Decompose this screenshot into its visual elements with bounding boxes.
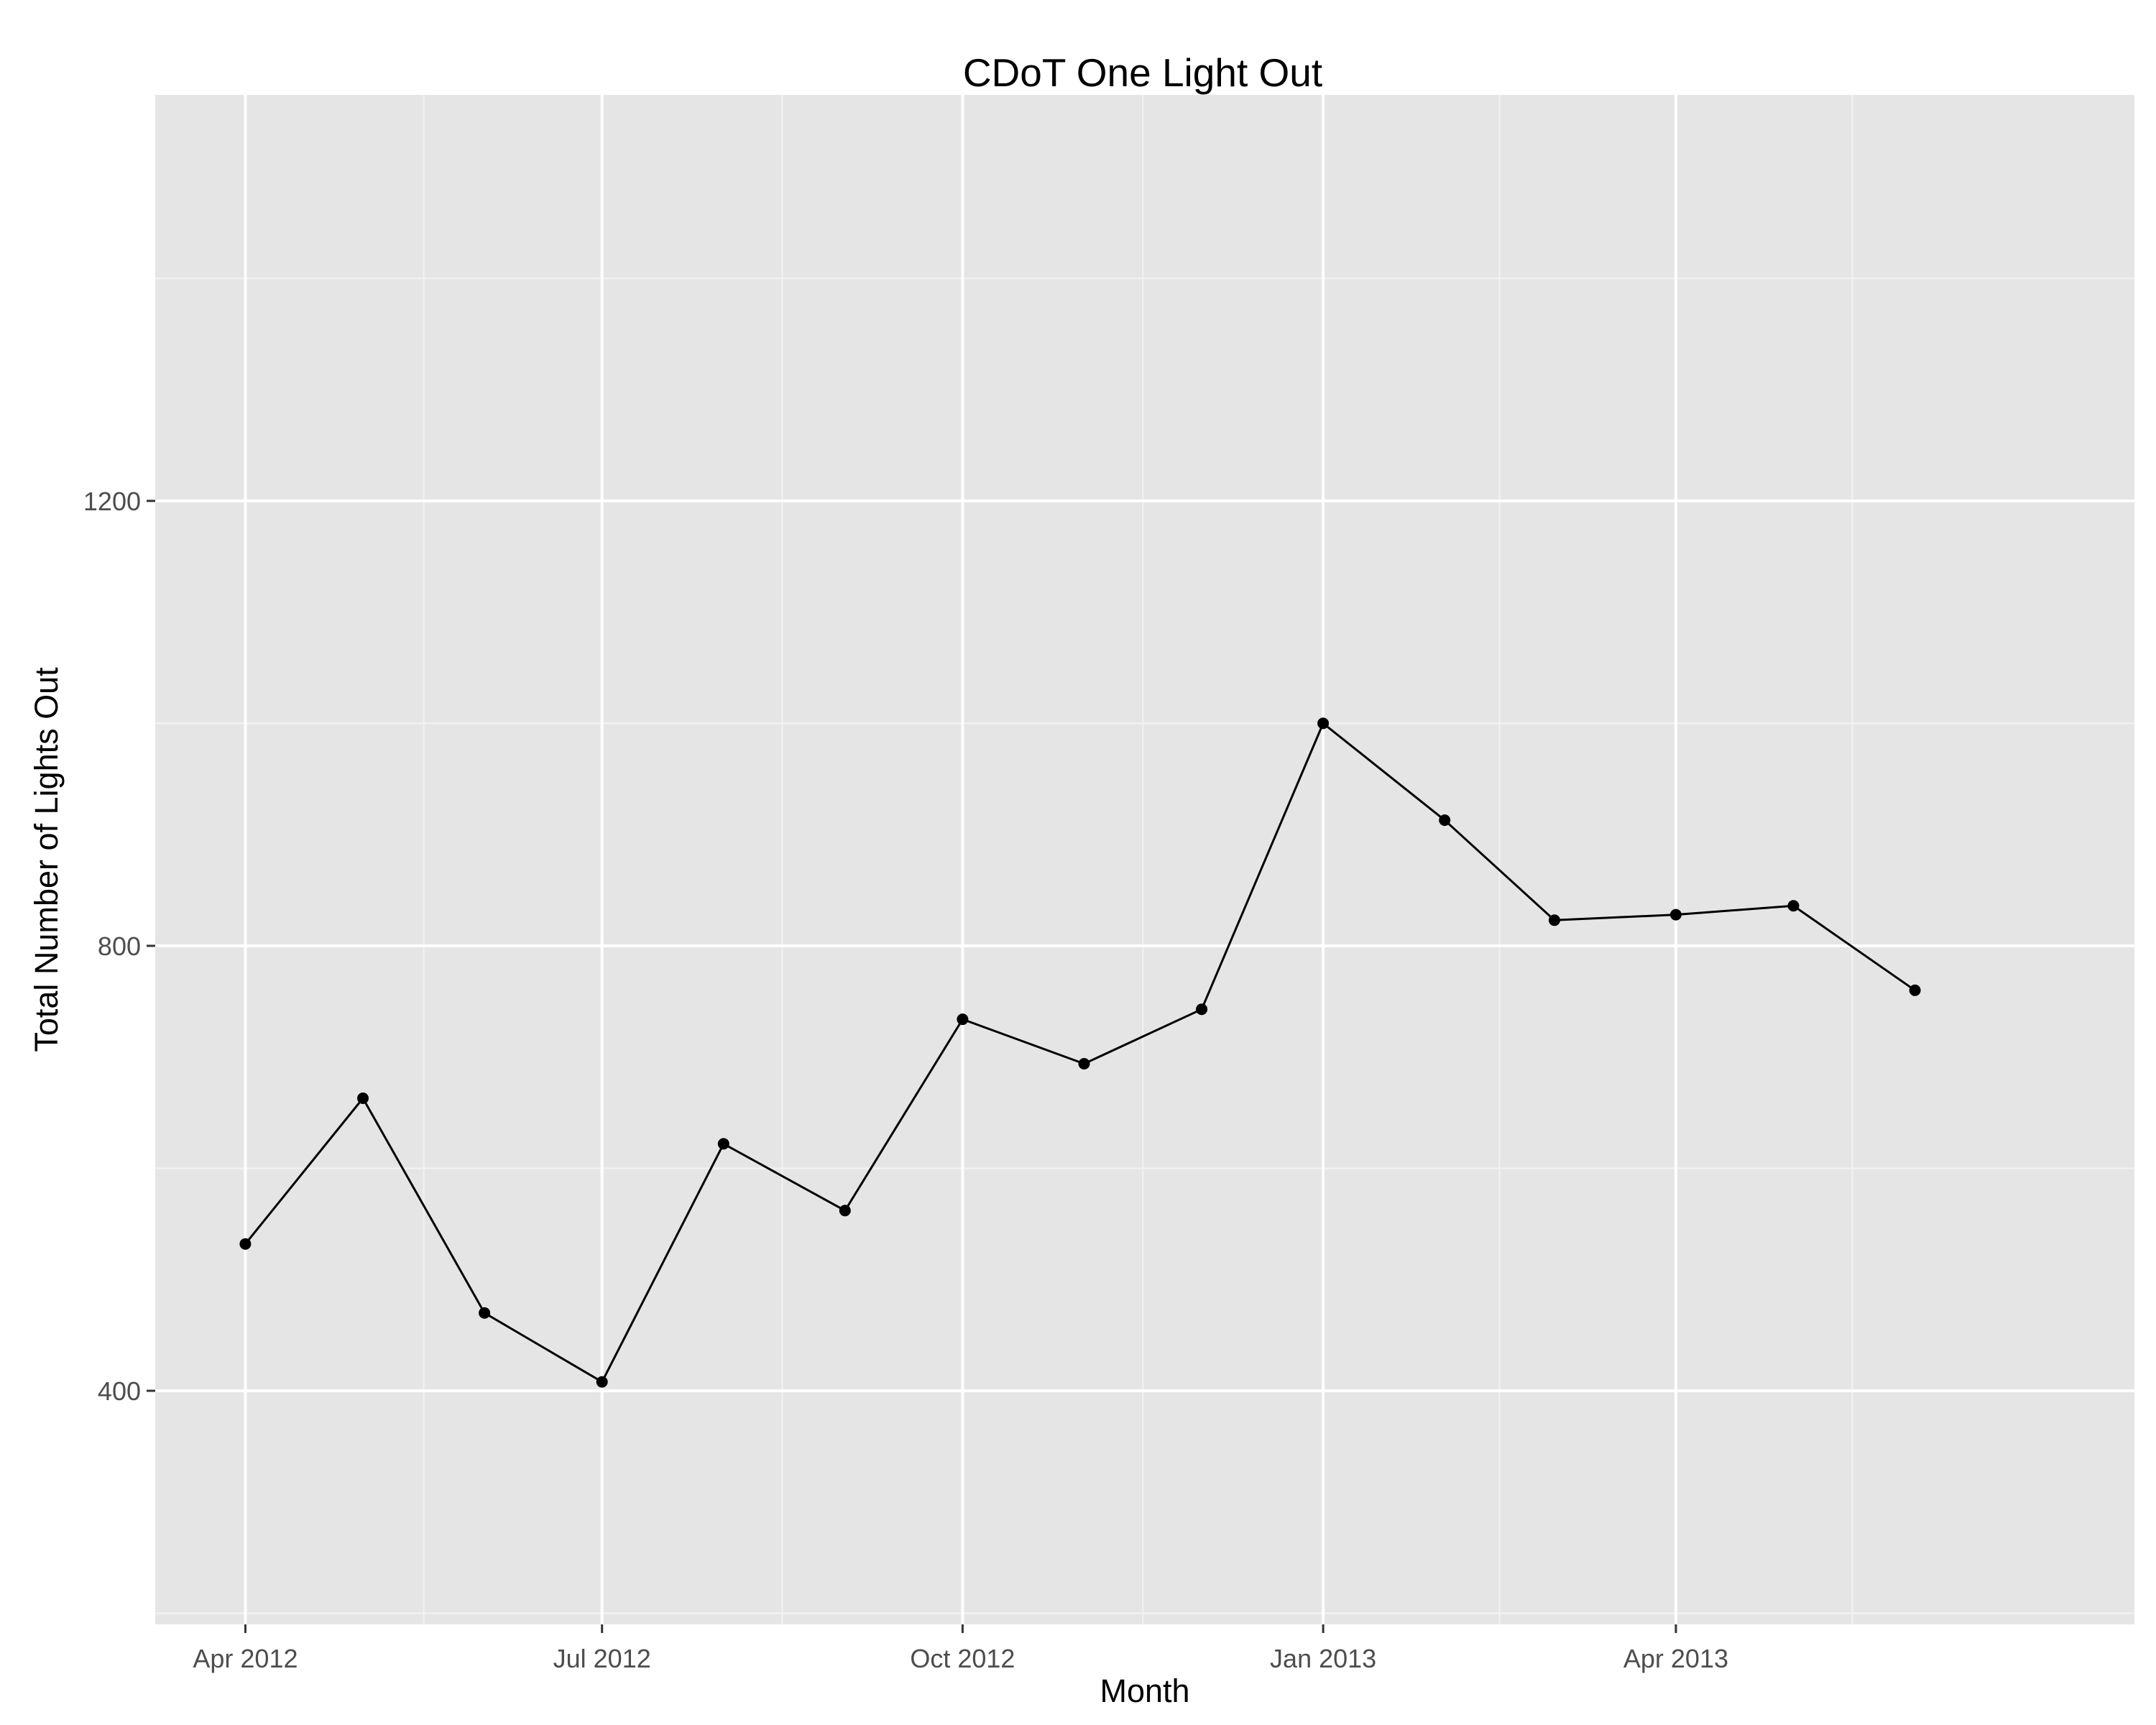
data-point-2013-05-01 bbox=[1787, 900, 1800, 912]
y-tick-label-800: 800 bbox=[98, 932, 141, 961]
axis-ticks bbox=[147, 500, 1677, 1633]
data-point-2012-08-01 bbox=[717, 1138, 729, 1150]
y-tick-label-400: 400 bbox=[98, 1376, 141, 1406]
major-gridlines bbox=[155, 95, 2134, 1624]
data-point-2013-04-01 bbox=[1669, 908, 1682, 921]
x-tick-label-apr-2012: Apr 2012 bbox=[193, 1644, 298, 1673]
data-point-2012-05-01 bbox=[357, 1092, 369, 1104]
data-point-2012-11-01 bbox=[1078, 1058, 1090, 1070]
x-tick-label-jul-2012: Jul 2012 bbox=[553, 1644, 651, 1673]
x-tick-label-oct-2012: Oct 2012 bbox=[910, 1644, 1015, 1673]
y-tick-label-1200: 1200 bbox=[83, 487, 141, 516]
x-axis-title: Month bbox=[1100, 1673, 1189, 1709]
series-layer bbox=[239, 717, 1921, 1388]
data-point-2013-02-01 bbox=[1439, 814, 1451, 827]
data-point-2012-06-01 bbox=[479, 1307, 491, 1319]
x-tick-label-jan-2013: Jan 2013 bbox=[1270, 1644, 1376, 1673]
data-point-2013-03-01 bbox=[1548, 914, 1560, 926]
data-point-2012-10-01 bbox=[957, 1013, 969, 1026]
data-point-2013-01-01 bbox=[1317, 717, 1330, 730]
minor-gridlines bbox=[155, 95, 2134, 1624]
data-point-2012-04-01 bbox=[239, 1238, 252, 1250]
y-axis-title: Total Number of Lights Out bbox=[28, 667, 65, 1052]
data-point-2013-06-01 bbox=[1909, 984, 1921, 996]
x-tick-label-apr-2013: Apr 2013 bbox=[1623, 1644, 1728, 1673]
data-point-2012-12-01 bbox=[1196, 1003, 1208, 1016]
y-tick-labels: 400 800 1200 bbox=[83, 487, 141, 1406]
plot-panel bbox=[155, 95, 2134, 1624]
chart-title: CDoT One Light Out bbox=[963, 50, 1322, 95]
data-point-2012-07-01 bbox=[596, 1376, 608, 1388]
data-point-2012-09-01 bbox=[839, 1205, 851, 1217]
x-tick-labels: Apr 2012 Jul 2012 Oct 2012 Jan 2013 Apr 2013 bbox=[193, 1644, 1728, 1673]
